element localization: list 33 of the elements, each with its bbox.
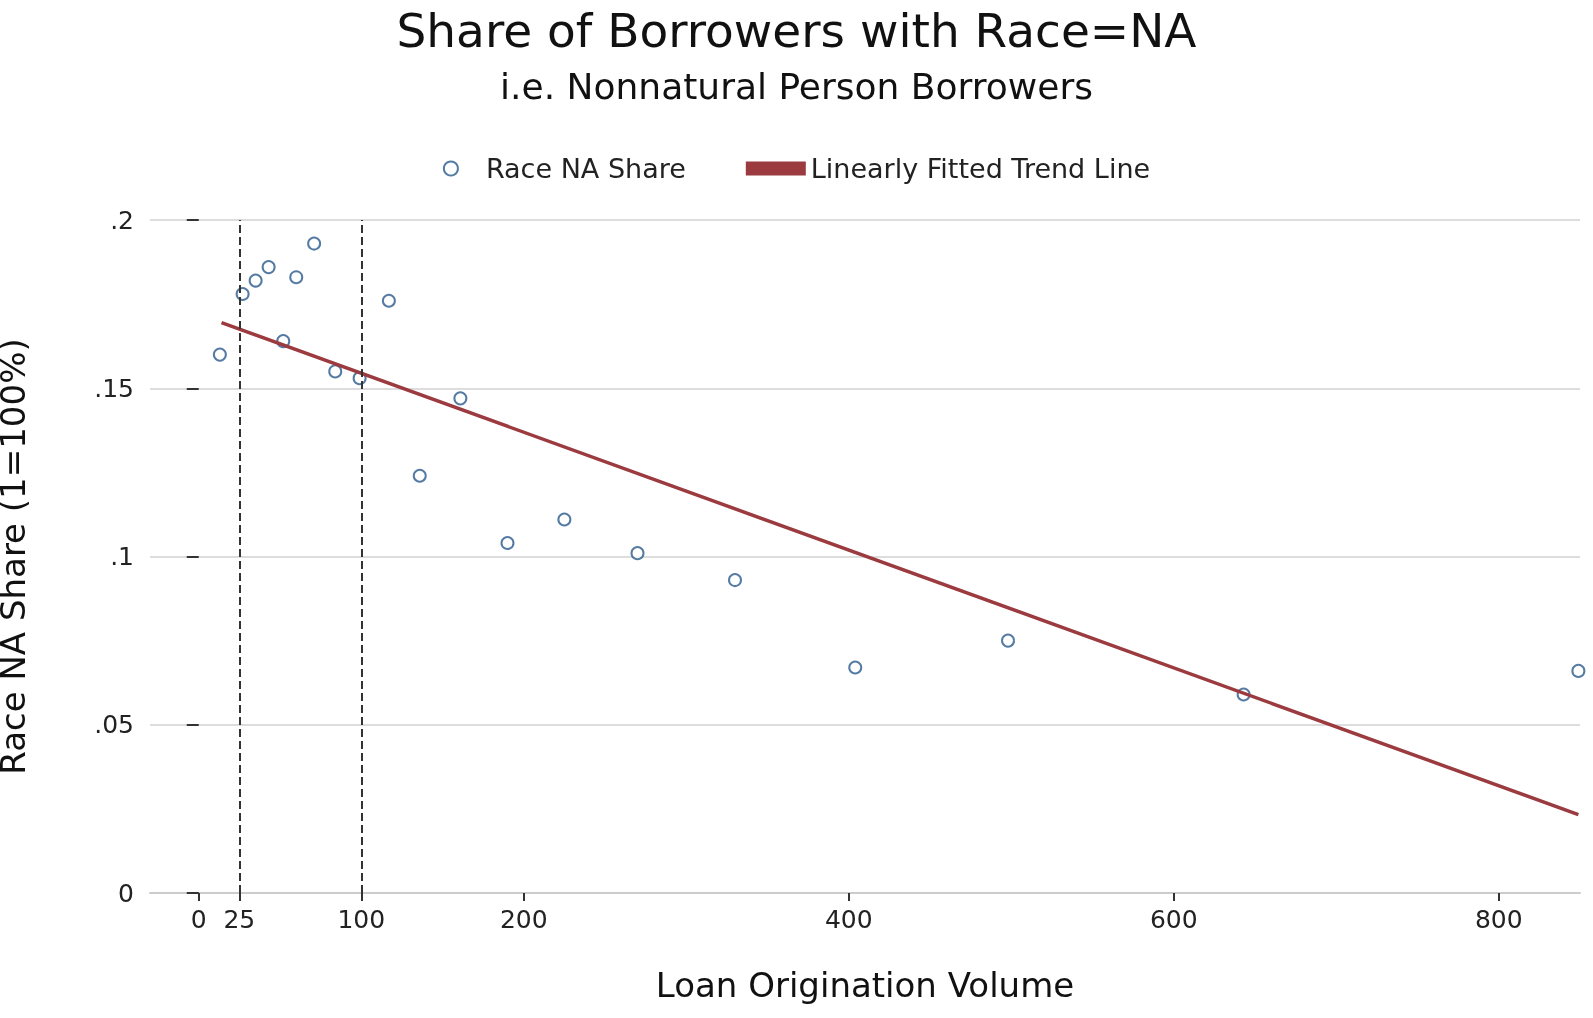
point [1001,633,1015,648]
x-tick-label: 400 [824,905,873,934]
point [212,347,227,362]
y-tick-label: .2 [110,205,134,235]
chart-title: Share of Borrowers with Race=NA [396,3,1197,58]
point [1571,663,1586,678]
point [728,573,742,588]
legend-label: Linearly Fitted Trend Line [810,153,1151,184]
x-tick-label: 100 [337,905,386,934]
x-tick-label: 800 [1474,905,1523,934]
point [289,270,304,285]
point [557,512,572,527]
x-tick-label: 0 [190,905,207,934]
point [412,468,427,483]
chart-subtitle: i.e. Nonnatural Person Borrowers [500,65,1093,107]
x-tick-label: 25 [223,905,256,934]
y-tick-label: .15 [94,373,134,403]
point [248,273,263,288]
point [328,364,343,379]
x-axis-title: Loan Origination Volume [655,965,1075,1005]
point [381,293,396,308]
y-tick-label: .05 [94,710,134,740]
x-tick-label: 600 [1149,905,1198,934]
legend-label: Race NA Share [485,153,686,184]
y-tick-label: 0 [118,878,134,908]
x-tick-label: 200 [499,905,548,934]
point [500,536,515,551]
point [261,260,276,275]
point [307,236,322,251]
point [630,546,645,561]
point [453,391,468,406]
y-tick-label: .1 [110,542,134,571]
point [848,660,863,675]
